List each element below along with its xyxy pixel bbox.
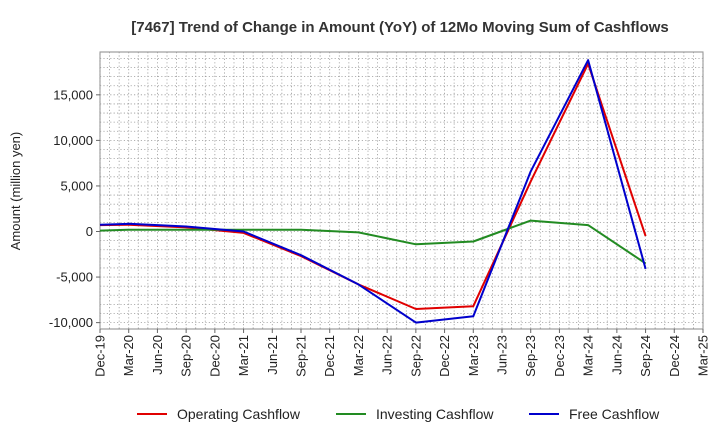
x-tick-label: Mar-25 [696,335,711,376]
free-cashflow-line [99,59,647,324]
y-axis-title: Amount (million yen) [8,132,23,251]
x-tick-label: Mar-20 [121,335,136,376]
x-tick-label: Dec-22 [437,335,452,377]
x-tick-label: Dec-20 [207,335,222,377]
x-tick-label: Jun-22 [380,335,395,375]
x-tick-label: Dec-24 [667,335,682,377]
x-tick-label: Mar-21 [236,335,251,376]
y-tick-labels: 15,000 10,000 5,000 0 -5,000 -10,000 [49,87,100,330]
x-tick-labels: Dec-19 Mar-20 Jun-20 Sep-20 Dec-20 Mar-21 Jun-… [93,329,711,377]
y-tick-label: -10,000 [49,315,93,330]
free-cashflow-legend-label: Free Cashflow [569,406,660,422]
x-tick-label: Jun-24 [609,335,624,375]
plot-area [99,51,704,330]
x-tick-label: Jun-20 [150,335,165,375]
operating-cashflow-legend-label: Operating Cashflow [177,406,301,422]
x-tick-label: Sep-20 [179,335,194,377]
y-tick-label: 5,000 [60,178,93,193]
x-tick-label: Sep-23 [523,335,538,377]
y-tick-label: -5,000 [56,270,93,285]
y-tick-label: 15,000 [53,87,93,102]
y-tick-label: 10,000 [53,133,93,148]
x-tick-label: Dec-19 [93,335,108,377]
y-tick-label: 0 [86,224,93,239]
x-tick-label: Dec-23 [552,335,567,377]
x-tick-label: Mar-23 [466,335,481,376]
x-tick-label: Mar-22 [351,335,366,376]
x-tick-label: Mar-24 [581,335,596,376]
legend: Operating Cashflow Investing Cashflow Free… [137,406,660,422]
x-tick-label: Sep-22 [408,335,423,377]
x-tick-label: Jun-21 [265,335,280,375]
investing-cashflow-legend-label: Investing Cashflow [376,406,494,422]
x-tick-label: Jun-23 [495,335,510,375]
x-tick-label: Sep-21 [294,335,309,377]
x-tick-label: Dec-21 [322,335,337,377]
series-layer [99,59,647,324]
investing-cashflow-line [99,219,647,265]
x-tick-label: Sep-24 [638,335,653,377]
chart-title: [7467] Trend of Change in Amount (YoY) o… [131,19,669,36]
